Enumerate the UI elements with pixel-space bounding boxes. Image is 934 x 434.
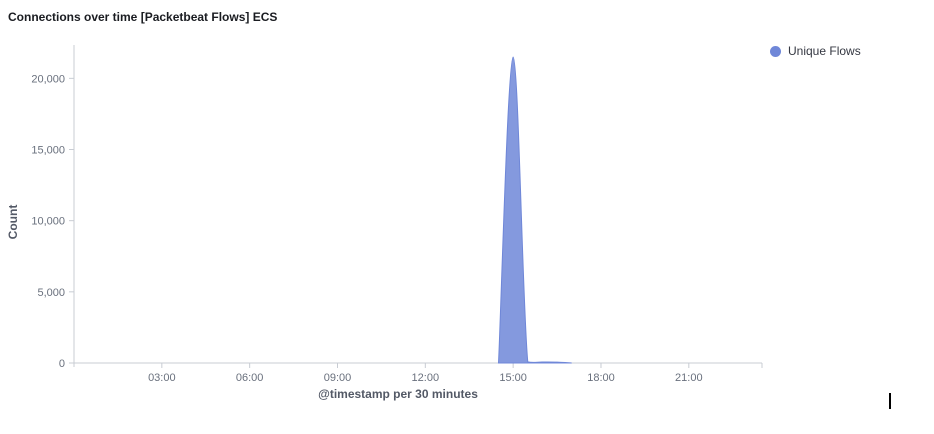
y-tick-label: 5,000 — [37, 287, 65, 299]
panel-title: Connections over time [Packetbeat Flows]… — [8, 10, 278, 24]
y-tick-label: 0 — [59, 358, 65, 370]
x-tick-label: 15:00 — [499, 372, 527, 384]
x-tick-label: 09:00 — [324, 372, 352, 384]
x-tick-label: 03:00 — [148, 372, 176, 384]
text-cursor-icon — [889, 393, 891, 409]
y-tick-label: 10,000 — [31, 216, 65, 228]
x-tick-label: 06:00 — [236, 372, 264, 384]
y-tick-label: 20,000 — [31, 73, 65, 85]
legend-item-unique-flows[interactable]: Unique Flows — [770, 44, 861, 58]
x-tick-label: 18:00 — [587, 372, 615, 384]
x-tick-label: 21:00 — [675, 372, 703, 384]
x-tick-label: 12:00 — [412, 372, 440, 384]
y-axis-title: Count — [6, 205, 20, 240]
legend-swatch-icon — [770, 45, 781, 57]
legend-label: Unique Flows — [788, 44, 861, 58]
x-axis-title: @timestamp per 30 minutes — [318, 387, 478, 401]
y-tick-label: 15,000 — [31, 145, 65, 157]
series-area-unique-flows — [497, 56, 572, 364]
